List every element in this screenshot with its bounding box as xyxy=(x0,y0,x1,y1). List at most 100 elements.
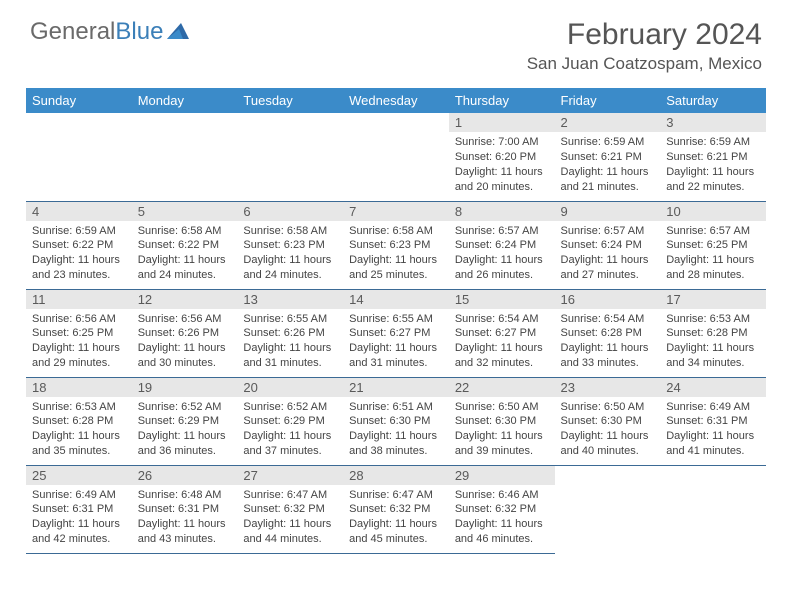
day-number: 27 xyxy=(237,466,343,485)
day-content: Sunrise: 6:59 AMSunset: 6:22 PMDaylight:… xyxy=(26,221,132,286)
weekday-header: Monday xyxy=(132,88,238,113)
calendar-cell: 17Sunrise: 6:53 AMSunset: 6:28 PMDayligh… xyxy=(660,289,766,377)
calendar-header-row: SundayMondayTuesdayWednesdayThursdayFrid… xyxy=(26,88,766,113)
day-number: 7 xyxy=(343,202,449,221)
day-content: Sunrise: 6:54 AMSunset: 6:28 PMDaylight:… xyxy=(555,309,661,374)
calendar-cell: 1Sunrise: 7:00 AMSunset: 6:20 PMDaylight… xyxy=(449,113,555,201)
calendar-table: SundayMondayTuesdayWednesdayThursdayFrid… xyxy=(26,88,766,554)
day-number: 1 xyxy=(449,113,555,132)
location: San Juan Coatzospam, Mexico xyxy=(527,54,762,74)
day-number: 24 xyxy=(660,378,766,397)
calendar-cell: 11Sunrise: 6:56 AMSunset: 6:25 PMDayligh… xyxy=(26,289,132,377)
calendar-row: 4Sunrise: 6:59 AMSunset: 6:22 PMDaylight… xyxy=(26,201,766,289)
day-content: Sunrise: 6:52 AMSunset: 6:29 PMDaylight:… xyxy=(237,397,343,462)
day-content: Sunrise: 7:00 AMSunset: 6:20 PMDaylight:… xyxy=(449,132,555,197)
day-number: 2 xyxy=(555,113,661,132)
calendar-cell: 20Sunrise: 6:52 AMSunset: 6:29 PMDayligh… xyxy=(237,377,343,465)
day-number: 29 xyxy=(449,466,555,485)
day-number: 25 xyxy=(26,466,132,485)
weekday-header: Saturday xyxy=(660,88,766,113)
calendar-cell: 13Sunrise: 6:55 AMSunset: 6:26 PMDayligh… xyxy=(237,289,343,377)
calendar-cell: 27Sunrise: 6:47 AMSunset: 6:32 PMDayligh… xyxy=(237,465,343,553)
day-number: 10 xyxy=(660,202,766,221)
day-content: Sunrise: 6:51 AMSunset: 6:30 PMDaylight:… xyxy=(343,397,449,462)
calendar-cell: 22Sunrise: 6:50 AMSunset: 6:30 PMDayligh… xyxy=(449,377,555,465)
weekday-header: Friday xyxy=(555,88,661,113)
day-content: Sunrise: 6:53 AMSunset: 6:28 PMDaylight:… xyxy=(660,309,766,374)
day-number: 8 xyxy=(449,202,555,221)
logo-text-general: General xyxy=(30,18,115,46)
day-number: 28 xyxy=(343,466,449,485)
day-content: Sunrise: 6:57 AMSunset: 6:24 PMDaylight:… xyxy=(449,221,555,286)
calendar-cell: 10Sunrise: 6:57 AMSunset: 6:25 PMDayligh… xyxy=(660,201,766,289)
day-number: 21 xyxy=(343,378,449,397)
calendar-row: 25Sunrise: 6:49 AMSunset: 6:31 PMDayligh… xyxy=(26,465,766,553)
calendar-cell: 4Sunrise: 6:59 AMSunset: 6:22 PMDaylight… xyxy=(26,201,132,289)
calendar-cell: 2Sunrise: 6:59 AMSunset: 6:21 PMDaylight… xyxy=(555,113,661,201)
day-number: 26 xyxy=(132,466,238,485)
day-content: Sunrise: 6:59 AMSunset: 6:21 PMDaylight:… xyxy=(555,132,661,197)
calendar-cell: 3Sunrise: 6:59 AMSunset: 6:21 PMDaylight… xyxy=(660,113,766,201)
day-content: Sunrise: 6:58 AMSunset: 6:23 PMDaylight:… xyxy=(343,221,449,286)
calendar-cell: 14Sunrise: 6:55 AMSunset: 6:27 PMDayligh… xyxy=(343,289,449,377)
weekday-header: Tuesday xyxy=(237,88,343,113)
day-number: 23 xyxy=(555,378,661,397)
calendar-cell: 21Sunrise: 6:51 AMSunset: 6:30 PMDayligh… xyxy=(343,377,449,465)
calendar-cell: 18Sunrise: 6:53 AMSunset: 6:28 PMDayligh… xyxy=(26,377,132,465)
calendar-cell: 24Sunrise: 6:49 AMSunset: 6:31 PMDayligh… xyxy=(660,377,766,465)
calendar-row: 1Sunrise: 7:00 AMSunset: 6:20 PMDaylight… xyxy=(26,113,766,201)
day-content: Sunrise: 6:47 AMSunset: 6:32 PMDaylight:… xyxy=(343,485,449,550)
day-content: Sunrise: 6:58 AMSunset: 6:23 PMDaylight:… xyxy=(237,221,343,286)
calendar-cell: 15Sunrise: 6:54 AMSunset: 6:27 PMDayligh… xyxy=(449,289,555,377)
day-content: Sunrise: 6:50 AMSunset: 6:30 PMDaylight:… xyxy=(555,397,661,462)
day-number: 11 xyxy=(26,290,132,309)
calendar-cell: 12Sunrise: 6:56 AMSunset: 6:26 PMDayligh… xyxy=(132,289,238,377)
logo-text-blue: Blue xyxy=(115,18,163,46)
calendar-cell: 25Sunrise: 6:49 AMSunset: 6:31 PMDayligh… xyxy=(26,465,132,553)
calendar-cell: 19Sunrise: 6:52 AMSunset: 6:29 PMDayligh… xyxy=(132,377,238,465)
day-number: 18 xyxy=(26,378,132,397)
calendar-cell: 26Sunrise: 6:48 AMSunset: 6:31 PMDayligh… xyxy=(132,465,238,553)
day-content: Sunrise: 6:49 AMSunset: 6:31 PMDaylight:… xyxy=(26,485,132,550)
calendar-cell: 23Sunrise: 6:50 AMSunset: 6:30 PMDayligh… xyxy=(555,377,661,465)
month-title: February 2024 xyxy=(527,18,762,52)
calendar-cell xyxy=(26,113,132,201)
day-content: Sunrise: 6:48 AMSunset: 6:31 PMDaylight:… xyxy=(132,485,238,550)
day-number: 15 xyxy=(449,290,555,309)
calendar-cell: 16Sunrise: 6:54 AMSunset: 6:28 PMDayligh… xyxy=(555,289,661,377)
calendar-cell xyxy=(343,113,449,201)
day-number: 9 xyxy=(555,202,661,221)
day-content: Sunrise: 6:47 AMSunset: 6:32 PMDaylight:… xyxy=(237,485,343,550)
day-number: 17 xyxy=(660,290,766,309)
calendar-row: 18Sunrise: 6:53 AMSunset: 6:28 PMDayligh… xyxy=(26,377,766,465)
day-content: Sunrise: 6:55 AMSunset: 6:26 PMDaylight:… xyxy=(237,309,343,374)
calendar-cell: 29Sunrise: 6:46 AMSunset: 6:32 PMDayligh… xyxy=(449,465,555,553)
day-number: 4 xyxy=(26,202,132,221)
calendar-cell: 7Sunrise: 6:58 AMSunset: 6:23 PMDaylight… xyxy=(343,201,449,289)
header: GeneralBlue February 2024 San Juan Coatz… xyxy=(0,0,792,80)
day-number: 14 xyxy=(343,290,449,309)
day-content: Sunrise: 6:58 AMSunset: 6:22 PMDaylight:… xyxy=(132,221,238,286)
day-number: 22 xyxy=(449,378,555,397)
calendar-cell: 8Sunrise: 6:57 AMSunset: 6:24 PMDaylight… xyxy=(449,201,555,289)
calendar-cell xyxy=(237,113,343,201)
day-content: Sunrise: 6:55 AMSunset: 6:27 PMDaylight:… xyxy=(343,309,449,374)
calendar-cell xyxy=(660,465,766,553)
day-number: 16 xyxy=(555,290,661,309)
calendar-row: 11Sunrise: 6:56 AMSunset: 6:25 PMDayligh… xyxy=(26,289,766,377)
day-content: Sunrise: 6:54 AMSunset: 6:27 PMDaylight:… xyxy=(449,309,555,374)
day-content: Sunrise: 6:56 AMSunset: 6:26 PMDaylight:… xyxy=(132,309,238,374)
day-number: 12 xyxy=(132,290,238,309)
weekday-header: Wednesday xyxy=(343,88,449,113)
calendar-cell: 9Sunrise: 6:57 AMSunset: 6:24 PMDaylight… xyxy=(555,201,661,289)
calendar-cell: 28Sunrise: 6:47 AMSunset: 6:32 PMDayligh… xyxy=(343,465,449,553)
day-number: 20 xyxy=(237,378,343,397)
calendar-cell: 6Sunrise: 6:58 AMSunset: 6:23 PMDaylight… xyxy=(237,201,343,289)
title-block: February 2024 San Juan Coatzospam, Mexic… xyxy=(527,18,762,74)
day-number: 19 xyxy=(132,378,238,397)
calendar-cell: 5Sunrise: 6:58 AMSunset: 6:22 PMDaylight… xyxy=(132,201,238,289)
day-content: Sunrise: 6:56 AMSunset: 6:25 PMDaylight:… xyxy=(26,309,132,374)
day-number: 5 xyxy=(132,202,238,221)
day-content: Sunrise: 6:52 AMSunset: 6:29 PMDaylight:… xyxy=(132,397,238,462)
day-content: Sunrise: 6:49 AMSunset: 6:31 PMDaylight:… xyxy=(660,397,766,462)
